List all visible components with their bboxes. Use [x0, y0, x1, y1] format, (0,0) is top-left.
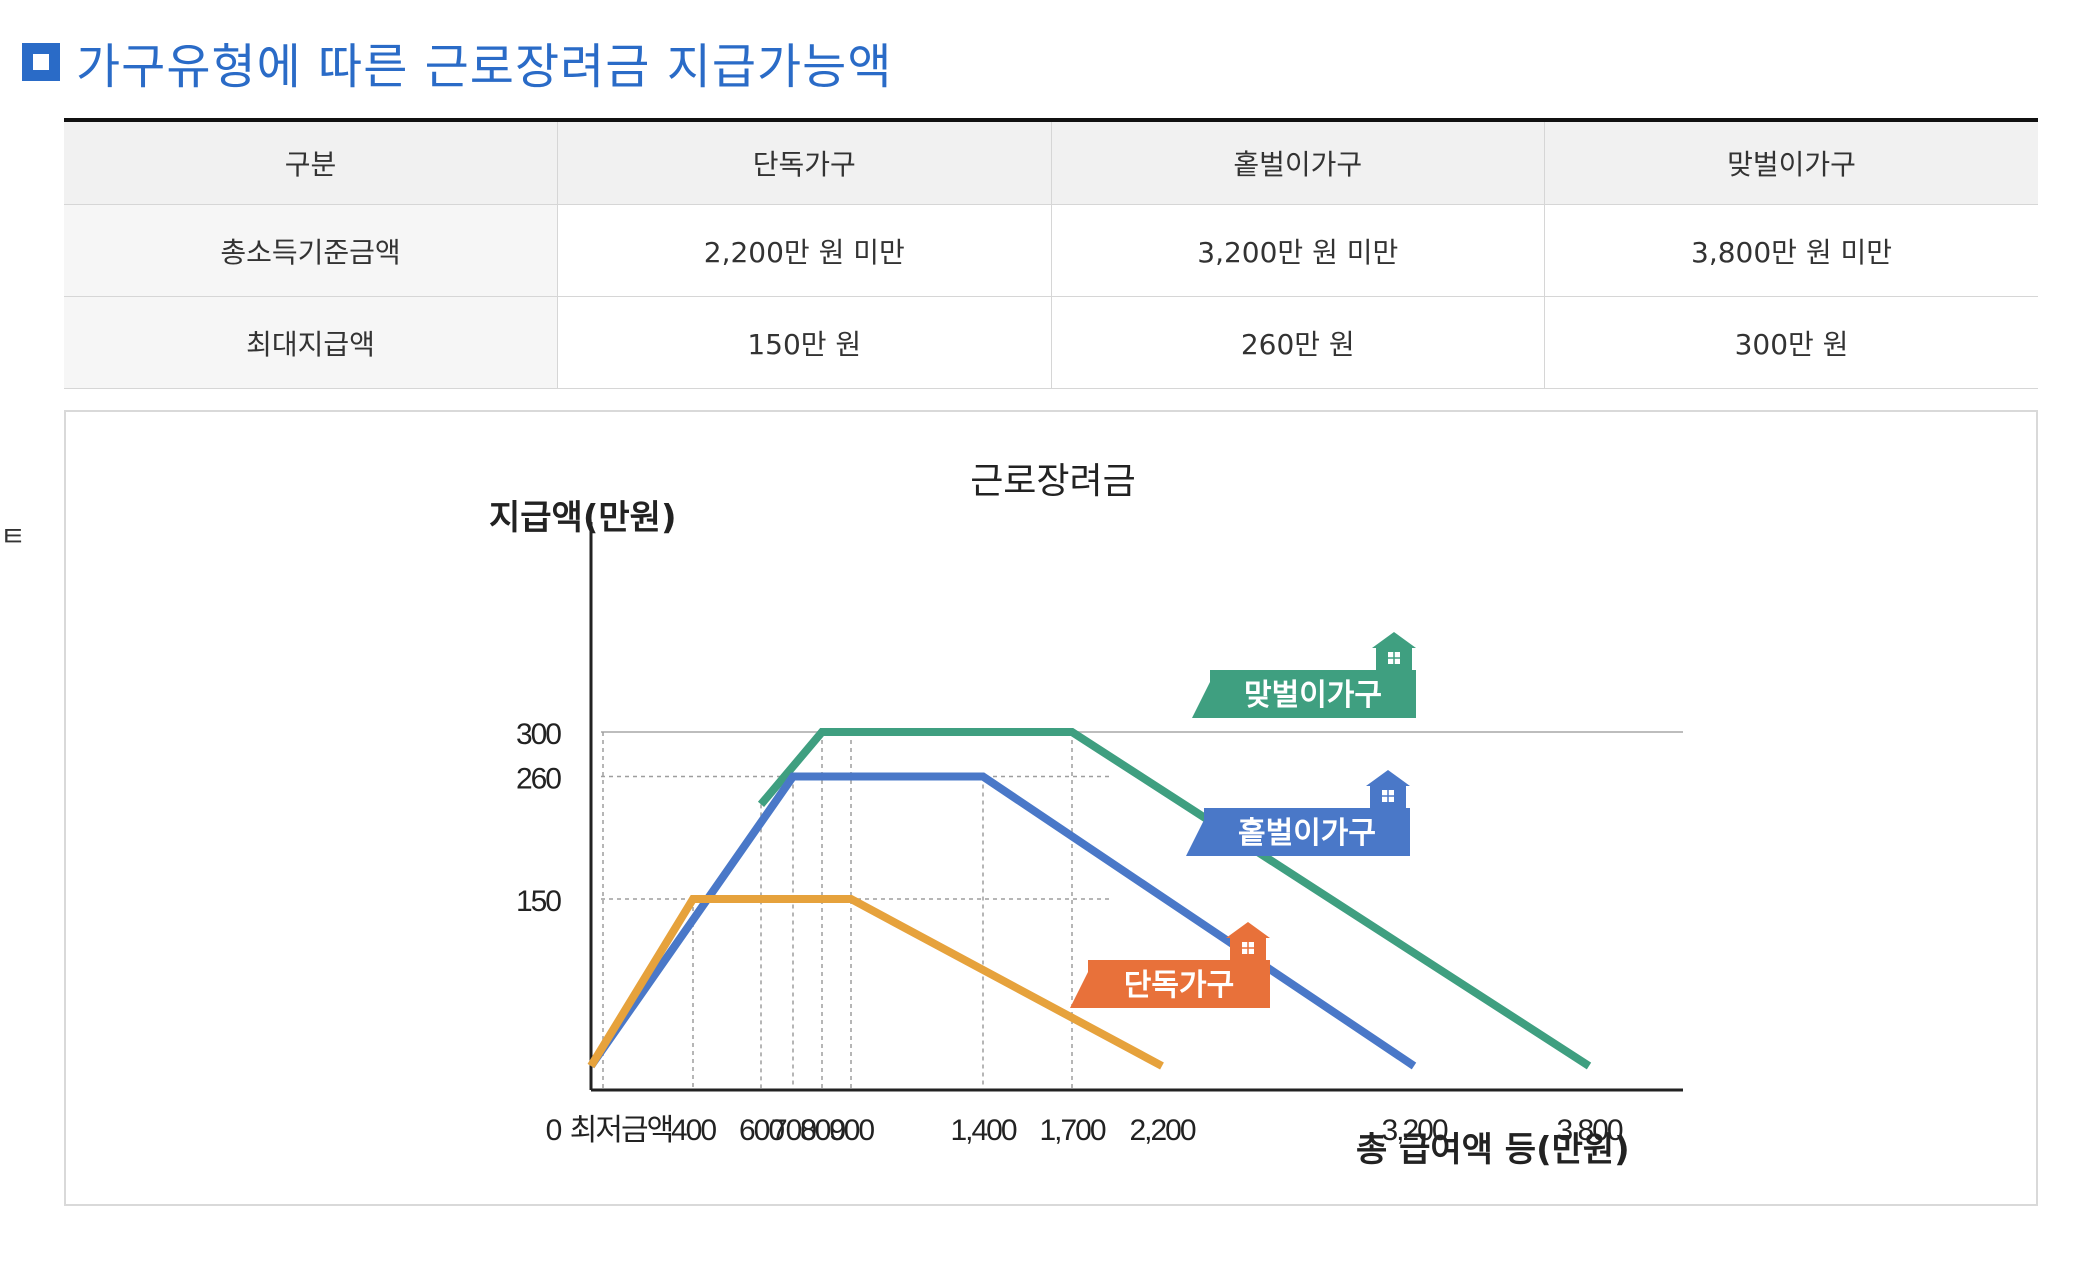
series-line — [587, 895, 1164, 1070]
x-tick-label: 0 — [546, 1114, 562, 1147]
table-header: 맞벌이가구 — [1544, 120, 2038, 205]
series-label: 맞벌이가구 — [1244, 678, 1382, 713]
x-tick-label: 800 — [800, 1114, 845, 1147]
x-tick-label: 600 — [739, 1114, 784, 1147]
x-tick-label: 900 — [829, 1114, 874, 1147]
x-tick-label: 최저금액 — [570, 1114, 672, 1147]
label-tag — [1210, 670, 1416, 718]
table-row: 총소득기준금액 2,200만 원 미만 3,200만 원 미만 3,800만 원… — [64, 204, 2038, 297]
label-pointer — [1070, 968, 1090, 1008]
x-tick-label: 2,200 — [1129, 1114, 1195, 1147]
table-header: 구분 — [64, 120, 558, 205]
label-tag — [1204, 808, 1410, 856]
table-cell: 2,200만 원 미만 — [557, 204, 1051, 297]
label-pointer — [1192, 678, 1212, 718]
section-title: 가구유형에 따른 근로장려금 지급가능액 — [76, 39, 893, 95]
chart-container: 근로장려금 지급액(만원) 총 급여액 등(만원) 300 260 150 0 최저금액… — [64, 410, 2038, 1206]
x-tick-label: 700 — [771, 1114, 816, 1147]
y-tick-label: 150 — [516, 885, 561, 918]
x-tick-label: 400 — [671, 1114, 716, 1147]
series-line — [757, 728, 1592, 1070]
x-tick-label: 3,200 — [1381, 1114, 1447, 1147]
x-tick-label: 1,400 — [950, 1114, 1016, 1147]
table-cell: 300만 원 — [1544, 296, 2038, 389]
table-row: 최대지급액 150만 원 260만 원 300만 원 — [64, 296, 2038, 389]
table-header: 단독가구 — [557, 120, 1051, 205]
series-label: 단독가구 — [1124, 968, 1234, 1003]
table-header-row: 구분 단독가구 홑벌이가구 맞벌이가구 — [64, 120, 2038, 205]
y-tick-label: 300 — [516, 718, 561, 751]
x-tick-label: 1,700 — [1039, 1114, 1105, 1147]
square-bullet-icon — [22, 43, 60, 81]
x-tick-label: 3,800 — [1556, 1114, 1622, 1147]
y-tick-label: 260 — [516, 763, 561, 796]
table-cell: 총소득기준금액 — [64, 204, 558, 297]
label-pointer — [1186, 816, 1206, 856]
y-axis-title: 지급액(만원) — [489, 498, 677, 538]
table-cell: 최대지급액 — [64, 296, 558, 389]
side-text: ㅌ — [0, 520, 26, 553]
section-heading: 가구유형에 따른 근로장려금 지급가능액 — [22, 30, 893, 95]
table-cell: 3,200만 원 미만 — [1050, 204, 1545, 297]
table-header: 홑벌이가구 — [1050, 120, 1545, 205]
x-axis-title: 총 급여액 등(만원) — [1356, 1130, 1630, 1170]
eligibility-table: 구분 단독가구 홑벌이가구 맞벌이가구 총소득기준금액 2,200만 원 미만 … — [64, 118, 2038, 389]
table-cell: 3,800만 원 미만 — [1544, 204, 2038, 297]
table-cell: 150만 원 — [557, 296, 1051, 389]
chart-title: 근로장려금 — [970, 461, 1136, 502]
table-cell: 260만 원 — [1050, 296, 1545, 389]
series-line — [587, 772, 1417, 1070]
series-label: 홑벌이가구 — [1238, 816, 1376, 851]
label-tag — [1088, 960, 1270, 1008]
